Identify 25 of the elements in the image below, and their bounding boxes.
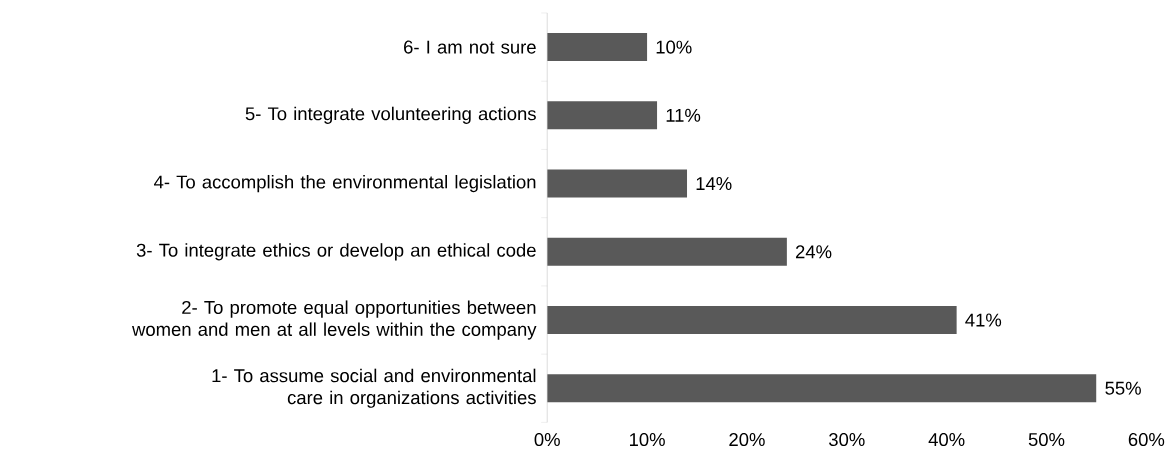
y-tick-label: 6- I am not sure xyxy=(404,40,536,54)
data-label: 10% xyxy=(656,40,692,54)
data-label: 41% xyxy=(965,313,1002,327)
bar xyxy=(547,101,658,130)
data-label: 55% xyxy=(1105,381,1141,395)
y-tick-label: 1- To assume social and environmental care in organizations activities xyxy=(212,368,536,408)
x-tick-label: 60% xyxy=(1128,432,1165,446)
bar xyxy=(547,169,688,198)
x-tick-label: 0% xyxy=(534,432,560,446)
bar xyxy=(547,237,787,266)
bar xyxy=(547,32,648,61)
bar xyxy=(547,374,1097,403)
data-label: 11% xyxy=(666,108,701,122)
x-tick-label: 30% xyxy=(829,432,865,446)
y-tick-label: 2- To promote equal opportunities between women and men at all levels within the company xyxy=(132,300,537,340)
data-label: 24% xyxy=(795,245,832,259)
y-tick-label: 3- To integrate ethics or develop an ethical code xyxy=(136,243,536,261)
x-tick-label: 40% xyxy=(928,432,965,446)
bar xyxy=(547,305,957,334)
x-tick-label: 20% xyxy=(729,432,765,446)
data-label: 14% xyxy=(696,176,732,190)
y-tick-label: 4- To accomplish the environmental legislation xyxy=(154,174,536,193)
x-tick-label: 10% xyxy=(629,432,665,446)
y-tick-label: 5- To integrate volunteering actions xyxy=(245,106,536,124)
x-tick-label: 50% xyxy=(1028,432,1065,446)
